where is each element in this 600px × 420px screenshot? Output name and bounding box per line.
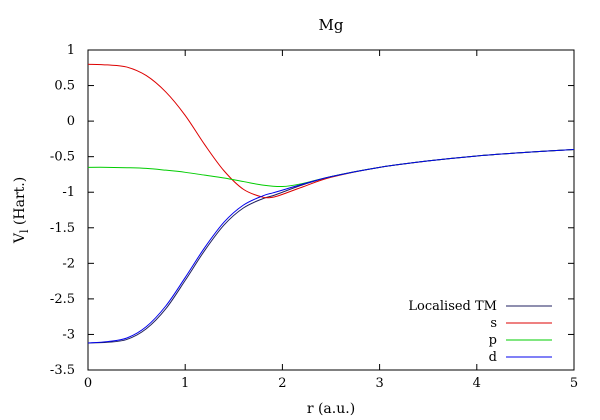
x-tick-label: 2 [278, 376, 286, 391]
legend-label-d: d [489, 350, 497, 365]
x-axis-label: r (a.u.) [307, 401, 355, 417]
y-axis-label-subscript: l [18, 229, 31, 233]
y-tick-label: -3.5 [50, 363, 75, 378]
series-line-localised-tm [87, 149, 575, 344]
x-tick-label: 1 [181, 376, 189, 391]
y-axis-label: Vl (Hart.) [12, 177, 31, 244]
series-line-p [87, 149, 575, 188]
y-axis-label-main: V [12, 232, 28, 244]
series-lines [87, 63, 575, 344]
y-tick-label: -0.5 [50, 150, 75, 165]
y-tick-label: 1 [67, 43, 75, 58]
legend-label-localised-tm: Localised TM [408, 299, 497, 314]
legend: Localised TM spd [408, 299, 552, 365]
chart-title: Mg [319, 16, 344, 34]
series-line-d [87, 149, 575, 344]
y-axis-label-tail: (Hart.) [12, 177, 28, 230]
y-tick-label: 0.5 [54, 79, 75, 94]
y-tick-label: -1.5 [50, 221, 75, 236]
y-tick-label: 0 [67, 114, 75, 129]
y-tick-label: -2.5 [50, 292, 75, 307]
x-tick-label: 3 [375, 376, 383, 391]
y-tick-label: -1 [62, 185, 75, 200]
x-tick-label: 4 [473, 376, 481, 391]
x-tick-label: 5 [570, 376, 578, 391]
x-tick-label: 0 [84, 376, 92, 391]
series-line-s [87, 63, 575, 199]
legend-label-p: p [489, 333, 497, 348]
legend-label-s: s [490, 316, 497, 331]
plot-frame [87, 49, 575, 371]
axis-ticks: 0 1 2 3 4 5 1 0.5 0 -0.5 -1 -1.5 -2 -2.5 -3 -3.5 [50, 43, 578, 391]
y-tick-label: -3 [62, 327, 75, 342]
y-tick-label: -2 [62, 256, 75, 271]
